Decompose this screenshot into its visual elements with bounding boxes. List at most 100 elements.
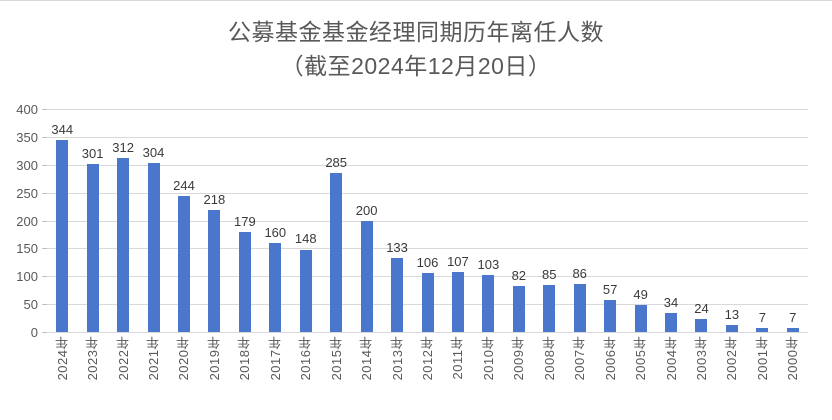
bar[interactable] bbox=[512, 286, 525, 332]
x-axis-tick-label: 2000年 bbox=[785, 336, 801, 381]
x-axis-tick: 2005年 bbox=[633, 336, 649, 406]
x-axis-tick-label: 2012年 bbox=[420, 336, 435, 381]
bar-value-label: 107 bbox=[447, 254, 469, 270]
bar-value-label: 312 bbox=[112, 140, 134, 156]
bar-value-label: 285 bbox=[325, 155, 348, 171]
x-axis-tick: 2004年 bbox=[663, 336, 679, 406]
bar-value-label: 24 bbox=[694, 300, 709, 316]
gridline bbox=[47, 220, 808, 222]
x-axis-tick: 2020年 bbox=[176, 336, 192, 406]
bar[interactable] bbox=[451, 272, 464, 332]
bar[interactable] bbox=[695, 318, 708, 332]
bar-value-label: 82 bbox=[511, 268, 527, 284]
bar-value-label: 7 bbox=[789, 310, 797, 326]
x-axis-tick: 2017年 bbox=[267, 336, 283, 406]
y-axis-tick bbox=[42, 136, 47, 138]
y-axis-tick-label: 0 bbox=[30, 325, 38, 340]
bar[interactable] bbox=[330, 173, 343, 332]
x-axis-tick-label: 2021年 bbox=[146, 336, 162, 381]
page-title: 公募基金基金经理同期历年离任人数 bbox=[228, 19, 604, 45]
bar-value-label: 160 bbox=[264, 224, 287, 240]
x-axis-tick: 2018年 bbox=[237, 336, 252, 406]
x-axis-tick: 2019年 bbox=[207, 336, 222, 406]
bar[interactable] bbox=[269, 242, 282, 332]
bar[interactable] bbox=[665, 313, 678, 332]
bar[interactable] bbox=[786, 328, 799, 332]
bar[interactable] bbox=[756, 328, 769, 332]
bar[interactable] bbox=[177, 195, 190, 332]
x-axis-tick: 2001年 bbox=[754, 336, 770, 406]
bar[interactable] bbox=[725, 324, 738, 332]
x-axis-tick-label: 2004年 bbox=[663, 336, 679, 381]
x-axis-tick-label: 2001年 bbox=[754, 336, 770, 381]
x-axis-tick-label: 2008年 bbox=[541, 336, 557, 381]
x-axis-tick: 2024年 bbox=[54, 336, 70, 406]
bar-value-label: 179 bbox=[234, 214, 256, 230]
bar[interactable] bbox=[238, 232, 251, 332]
bar[interactable] bbox=[360, 220, 373, 332]
y-axis-tick bbox=[42, 304, 47, 306]
bar[interactable] bbox=[56, 140, 69, 332]
x-axis-tick: 2006年 bbox=[602, 336, 618, 406]
x-axis-tick: 2009年 bbox=[511, 336, 527, 406]
x-axis-tick: 2002年 bbox=[724, 336, 739, 406]
x-axis-tick-label: 2003年 bbox=[693, 336, 709, 381]
bar[interactable] bbox=[86, 164, 99, 332]
bar[interactable] bbox=[573, 284, 586, 332]
y-axis-tick-label: 300 bbox=[16, 157, 38, 173]
y-axis-tick-label: 50 bbox=[23, 297, 38, 313]
bar[interactable] bbox=[421, 272, 434, 332]
x-axis-tick-label: 2013年 bbox=[389, 336, 405, 381]
y-axis-tick-label: 150 bbox=[16, 241, 38, 257]
bar[interactable] bbox=[299, 249, 312, 332]
x-axis-tick-label: 2017年 bbox=[267, 336, 283, 381]
y-axis-tick bbox=[42, 248, 47, 250]
y-axis-tick-label: 250 bbox=[16, 185, 38, 201]
x-axis-tick: 2014年 bbox=[359, 336, 374, 406]
x-axis-tick: 2010年 bbox=[480, 336, 496, 406]
bar[interactable] bbox=[604, 300, 617, 332]
bar-value-label: 34 bbox=[663, 295, 679, 311]
bar-value-label: 148 bbox=[294, 231, 317, 247]
x-axis-tick-label: 2022年 bbox=[115, 336, 131, 381]
x-axis-tick-label: 2005年 bbox=[633, 336, 649, 381]
x-axis-tick: 2013年 bbox=[389, 336, 405, 406]
x-axis-tick: 2023年 bbox=[85, 336, 100, 406]
bar-value-label: 304 bbox=[142, 144, 165, 160]
bar-value-label: 103 bbox=[477, 256, 500, 272]
bar[interactable] bbox=[543, 284, 556, 332]
x-axis-tick-label: 2010年 bbox=[480, 336, 496, 381]
bar[interactable] bbox=[482, 274, 495, 332]
y-axis-tick bbox=[42, 220, 47, 222]
x-axis-tick: 2012年 bbox=[420, 336, 435, 406]
bar[interactable] bbox=[634, 304, 647, 332]
x-axis-tick-label: 2020年 bbox=[176, 336, 192, 381]
y-axis-labels: 0 50 100 150 200 250 300 350 400 bbox=[0, 103, 832, 339]
y-axis-tick-label: 350 bbox=[16, 129, 38, 145]
y-axis-tick bbox=[42, 332, 47, 333]
bar-value-label: 85 bbox=[542, 266, 557, 282]
x-axis-tick: 2000年 bbox=[785, 336, 801, 406]
y-axis-tick bbox=[42, 164, 47, 166]
bar[interactable] bbox=[147, 162, 160, 332]
bar[interactable] bbox=[117, 158, 130, 332]
x-axis-tick: 2016年 bbox=[298, 336, 313, 406]
x-axis-tick-label: 2006年 bbox=[602, 336, 618, 381]
y-axis-tick bbox=[42, 192, 47, 194]
x-axis-tick-label: 2015年 bbox=[328, 336, 344, 381]
gridline bbox=[47, 164, 808, 166]
bar-value-label: 244 bbox=[173, 177, 195, 193]
bar-value-label: 301 bbox=[81, 146, 104, 162]
x-axis-tick-label: 2024年 bbox=[54, 336, 70, 381]
x-axis-tick-label: 2011年 bbox=[450, 336, 466, 380]
plot-area: 344 301 312 304 244 218 179 160 148 285 200 133 106 1… bbox=[42, 109, 808, 333]
x-axis-tick-label: 2009年 bbox=[511, 336, 527, 381]
bar[interactable] bbox=[208, 210, 221, 332]
bar-value-label: 49 bbox=[633, 286, 648, 302]
gridline bbox=[47, 248, 808, 250]
y-axis-tick-label: 200 bbox=[16, 213, 38, 229]
bar-value-label: 200 bbox=[355, 202, 378, 218]
chart-subtitle: （截至2024年12月20日） bbox=[280, 53, 552, 79]
x-axis-tick: 2021年 bbox=[146, 336, 162, 406]
bar[interactable] bbox=[391, 257, 404, 332]
